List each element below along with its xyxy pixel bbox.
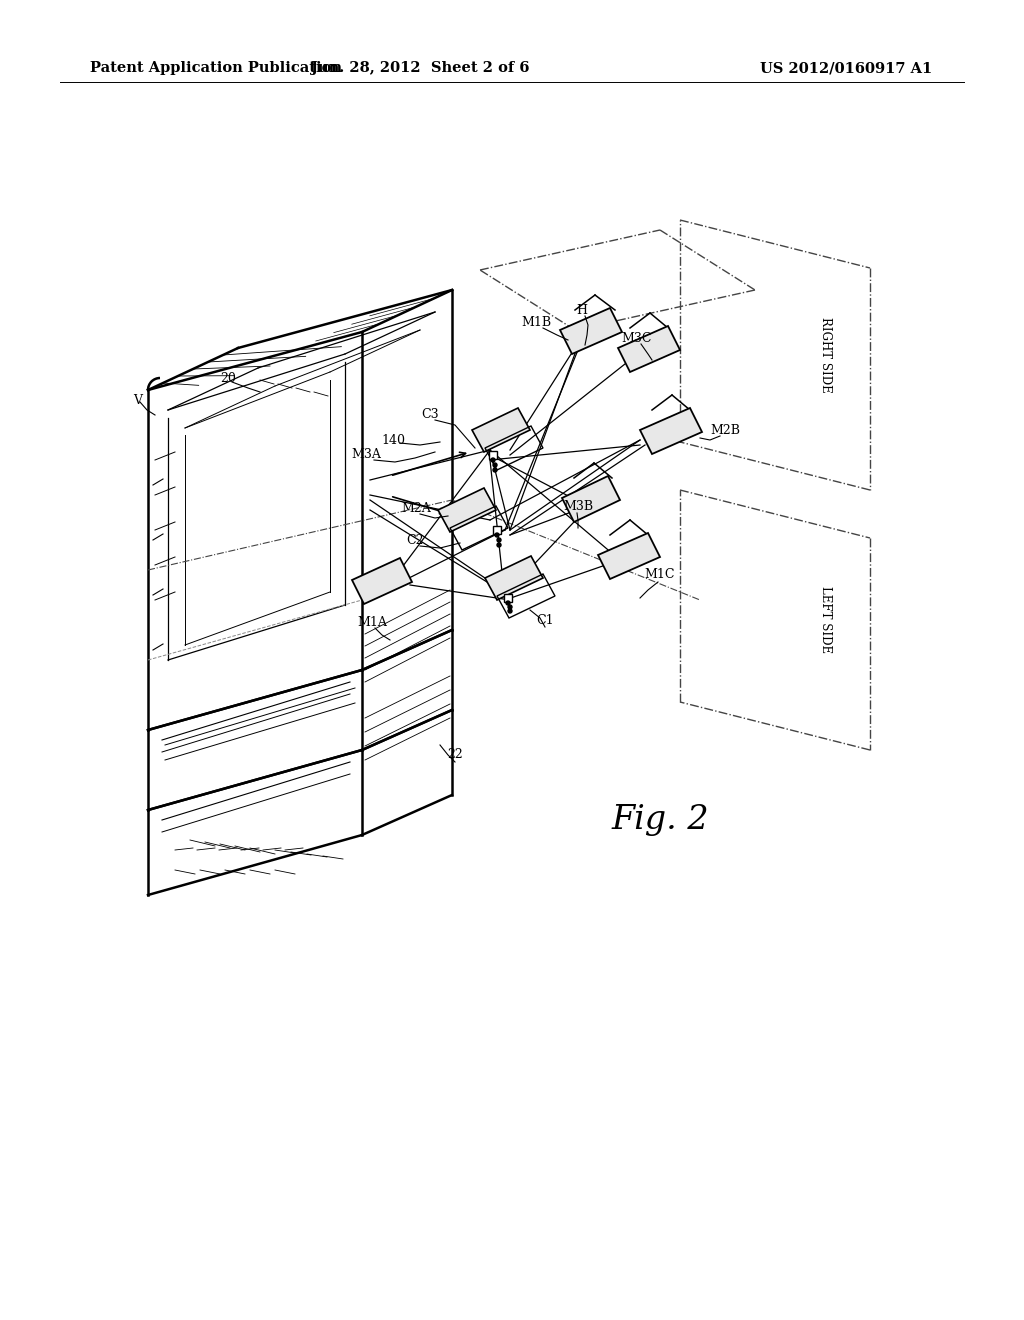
Polygon shape xyxy=(562,477,620,521)
Polygon shape xyxy=(485,556,543,601)
Polygon shape xyxy=(352,558,412,605)
Text: M2A: M2A xyxy=(401,502,431,515)
Polygon shape xyxy=(472,408,530,451)
Text: M3B: M3B xyxy=(563,499,593,512)
Bar xyxy=(489,451,497,459)
Text: LEFT SIDE: LEFT SIDE xyxy=(818,586,831,653)
Text: H: H xyxy=(577,304,588,317)
Circle shape xyxy=(508,605,512,609)
Bar xyxy=(493,525,501,535)
Text: M2B: M2B xyxy=(710,424,740,437)
Text: 22: 22 xyxy=(447,748,463,762)
Text: C2: C2 xyxy=(407,533,424,546)
Text: Jun. 28, 2012  Sheet 2 of 6: Jun. 28, 2012 Sheet 2 of 6 xyxy=(310,61,529,75)
Circle shape xyxy=(506,601,510,605)
Circle shape xyxy=(490,458,495,462)
Text: C3: C3 xyxy=(421,408,439,421)
Text: M1B: M1B xyxy=(521,315,551,329)
Text: RIGHT SIDE: RIGHT SIDE xyxy=(818,317,831,393)
Circle shape xyxy=(508,609,512,612)
Text: M3A: M3A xyxy=(351,449,381,462)
Text: C1: C1 xyxy=(537,614,554,627)
Text: V: V xyxy=(133,393,142,407)
Text: 140: 140 xyxy=(381,433,406,446)
Text: M3C: M3C xyxy=(622,331,652,345)
Text: 20: 20 xyxy=(220,371,236,384)
Polygon shape xyxy=(618,326,680,372)
Polygon shape xyxy=(438,488,496,532)
Bar xyxy=(504,594,512,602)
Text: Patent Application Publication: Patent Application Publication xyxy=(90,61,342,75)
Circle shape xyxy=(497,543,501,546)
Polygon shape xyxy=(598,533,660,579)
Circle shape xyxy=(495,533,499,537)
Circle shape xyxy=(497,539,501,543)
Polygon shape xyxy=(560,308,622,354)
Text: M1A: M1A xyxy=(357,615,387,628)
Circle shape xyxy=(493,463,497,467)
Text: Fig. 2: Fig. 2 xyxy=(611,804,709,836)
Polygon shape xyxy=(640,408,702,454)
Text: M1C: M1C xyxy=(645,569,675,582)
Text: US 2012/0160917 A1: US 2012/0160917 A1 xyxy=(760,61,932,75)
Circle shape xyxy=(493,469,497,473)
